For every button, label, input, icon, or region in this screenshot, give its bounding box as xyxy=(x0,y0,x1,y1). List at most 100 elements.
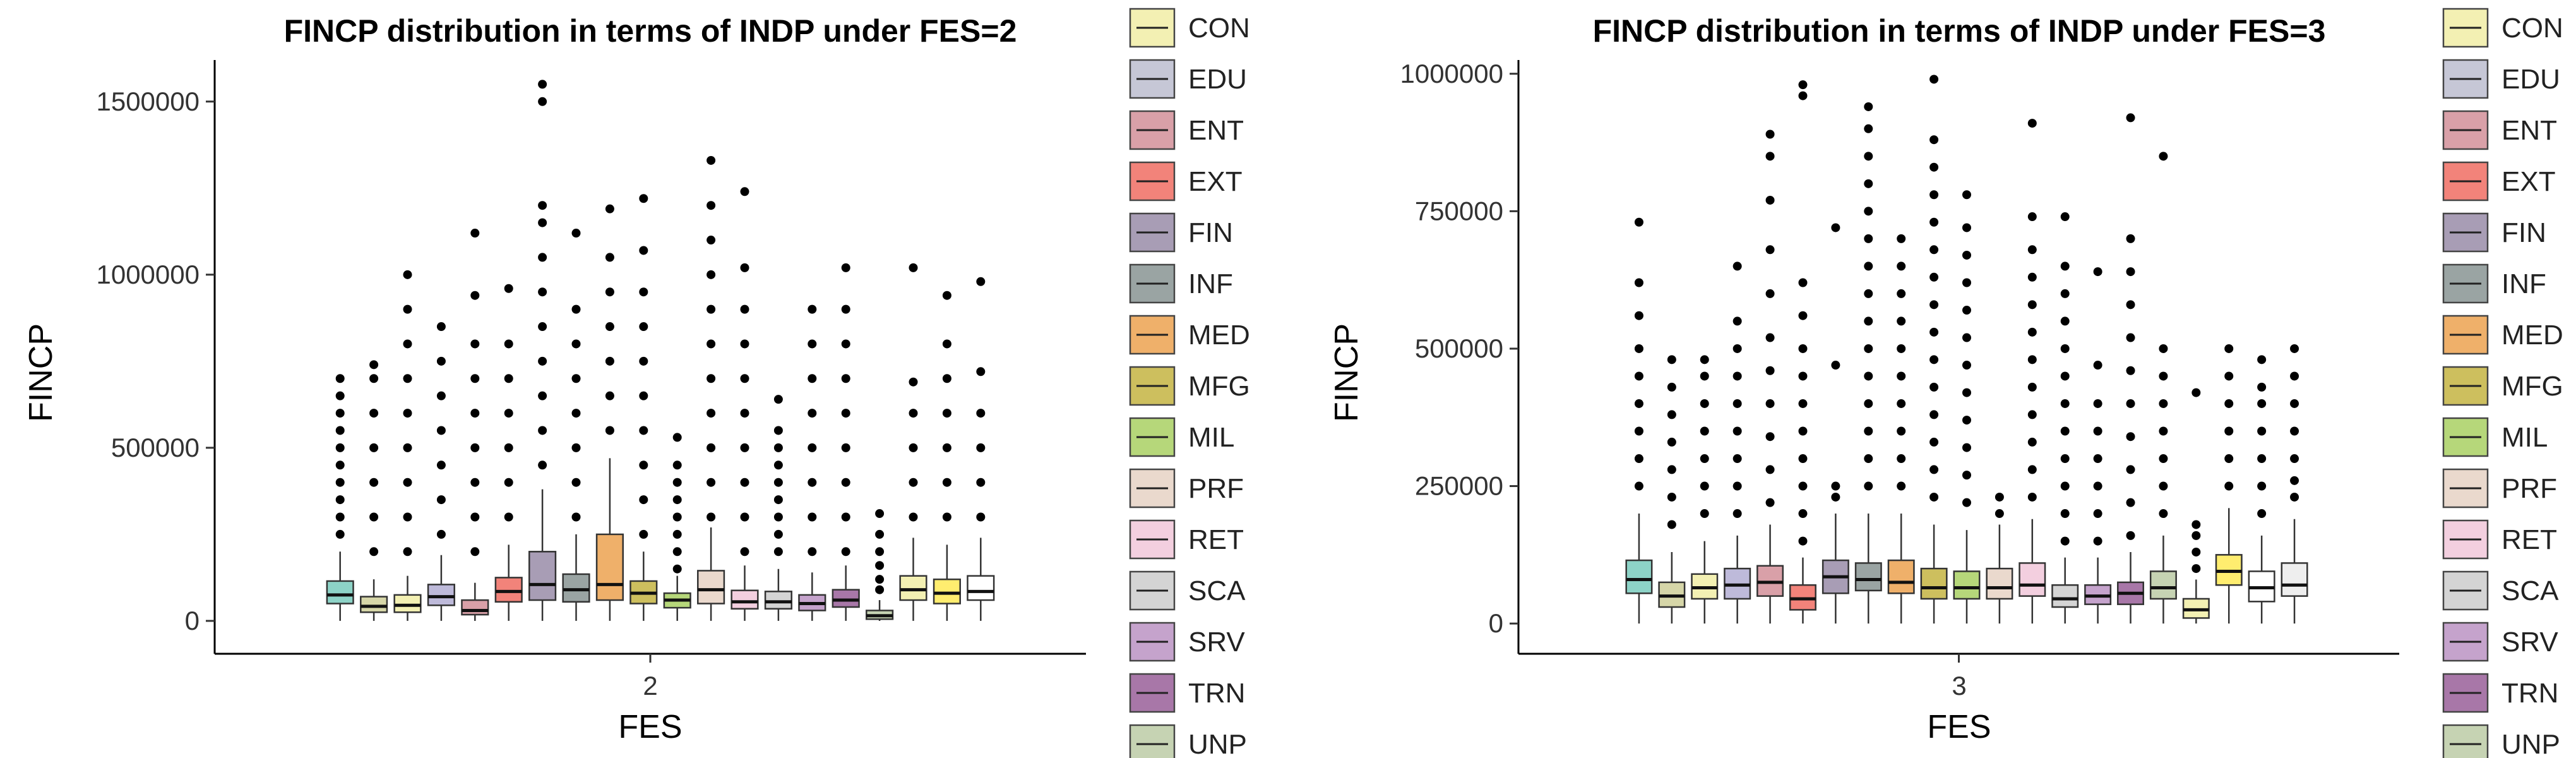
outlier-point xyxy=(2257,426,2267,436)
box-iqr xyxy=(494,577,523,603)
outlier-point xyxy=(1634,399,1643,408)
outlier-point xyxy=(1864,454,1873,464)
outlier-point xyxy=(2126,465,2135,474)
outlier-point xyxy=(504,409,513,418)
outlier-point xyxy=(369,478,379,487)
outlier-point xyxy=(841,339,850,349)
box-prf xyxy=(1920,75,1948,624)
outlier-point xyxy=(335,495,345,505)
legend-item-ret: RET xyxy=(1129,519,1244,560)
outlier-point xyxy=(2159,426,2168,436)
box-srv xyxy=(730,187,759,621)
legend-label: CON xyxy=(1188,13,1250,44)
outlier-point xyxy=(1864,207,1873,216)
outlier-point xyxy=(571,229,581,238)
box-inf xyxy=(1789,80,1816,624)
outlier-point xyxy=(1962,306,1971,315)
outlier-point xyxy=(1831,481,1840,491)
legend-fes-2: CON EDU ENT EXT FIN INF MED MFG MIL PRF RET SCA SRV T… xyxy=(1129,8,1250,758)
outlier-point xyxy=(2224,481,2234,491)
outlier-point xyxy=(672,478,682,487)
legend-item-sca: SCA xyxy=(1129,570,1246,611)
outlier-point xyxy=(1798,454,1808,464)
outlier-point xyxy=(1634,454,1643,464)
outlier-point xyxy=(1864,289,1873,298)
outlier-point xyxy=(2027,212,2037,222)
legend-item-unp: UNP xyxy=(2442,724,2560,758)
legend-fes-3: CON EDU ENT EXT FIN INF MED MFG MIL PRF RET SCA SRV T… xyxy=(2442,8,2563,758)
outlier-point xyxy=(2060,454,2070,464)
legend-label: UNP xyxy=(2501,729,2560,758)
outlier-point xyxy=(639,287,648,297)
outlier-point xyxy=(707,443,716,452)
box-iqr xyxy=(899,575,927,601)
outlier-point xyxy=(1700,399,1709,408)
outlier-point xyxy=(1732,509,1742,519)
box-con xyxy=(326,374,354,621)
outlier-point xyxy=(773,512,783,522)
legend-item-ent: ENT xyxy=(2442,110,2557,150)
outlier-point xyxy=(403,547,412,556)
outlier-point xyxy=(707,409,716,418)
box-ext xyxy=(427,322,455,621)
outlier-point xyxy=(1732,316,1742,326)
outlier-point xyxy=(2126,300,2135,310)
outlier-point xyxy=(403,478,412,487)
y-tick-label: 750000 xyxy=(1415,196,1503,226)
outlier-point xyxy=(1929,135,1939,145)
axes: 0 250000 500000 750000 1000000 xyxy=(1400,59,2399,663)
outlier-point xyxy=(740,263,749,272)
outlier-point xyxy=(538,218,547,227)
outlier-point xyxy=(1929,300,1939,310)
legend-item-med: MED xyxy=(1129,315,1250,355)
outlier-point xyxy=(504,512,513,522)
outlier-point xyxy=(2126,432,2135,442)
outlier-point xyxy=(504,339,513,349)
outlier-point xyxy=(639,495,648,505)
outlier-point xyxy=(841,478,850,487)
outlier-point xyxy=(1667,520,1676,529)
legend-label: MFG xyxy=(1188,371,1250,402)
box-iqr xyxy=(1986,567,2013,600)
outlier-point xyxy=(1929,190,1939,200)
outlier-point xyxy=(1667,492,1676,502)
outlier-point xyxy=(1864,426,1873,436)
legend-label: ENT xyxy=(1188,115,1244,146)
outlier-point xyxy=(875,585,885,594)
outlier-point xyxy=(538,287,547,297)
outlier-point xyxy=(605,356,614,366)
outlier-point xyxy=(976,277,986,286)
box-iqr xyxy=(2051,584,2079,608)
outlier-point xyxy=(2290,371,2299,381)
outlier-point xyxy=(436,529,446,539)
outlier-point xyxy=(1897,454,1906,464)
outlier-point xyxy=(1667,410,1676,419)
box-iqr xyxy=(832,589,860,608)
outlier-point xyxy=(841,374,850,383)
outlier-point xyxy=(1831,492,1840,502)
x-axis-label: FES xyxy=(1927,709,1991,745)
box-iqr xyxy=(2018,562,2046,597)
outlier-point xyxy=(875,529,885,539)
x-category-label: 2 xyxy=(643,671,657,701)
outlier-point xyxy=(942,339,951,349)
outlier-point xyxy=(2257,481,2267,491)
outlier-point xyxy=(403,270,412,279)
legend-item-inf: INF xyxy=(1129,263,1233,304)
outlier-point xyxy=(2224,371,2234,381)
outlier-point xyxy=(538,426,547,435)
outlier-point xyxy=(2093,536,2102,546)
outlier-point xyxy=(1929,437,1939,447)
outlier-point xyxy=(369,409,379,418)
outlier-point xyxy=(571,304,581,314)
outlier-point xyxy=(2060,481,2070,491)
legend-item-edu: EDU xyxy=(2442,59,2560,99)
legend-item-mfg: MFG xyxy=(1129,366,1250,406)
outlier-point xyxy=(1897,426,1906,436)
outlier-point xyxy=(740,478,749,487)
box-ent xyxy=(1691,355,1719,624)
outlier-point xyxy=(639,356,648,366)
panel-fes-3: FINCP distribution in terms of INDP unde… xyxy=(1328,13,2399,745)
legend-label: TRN xyxy=(2501,678,2558,709)
legend-item-ext: EXT xyxy=(2442,161,2556,202)
